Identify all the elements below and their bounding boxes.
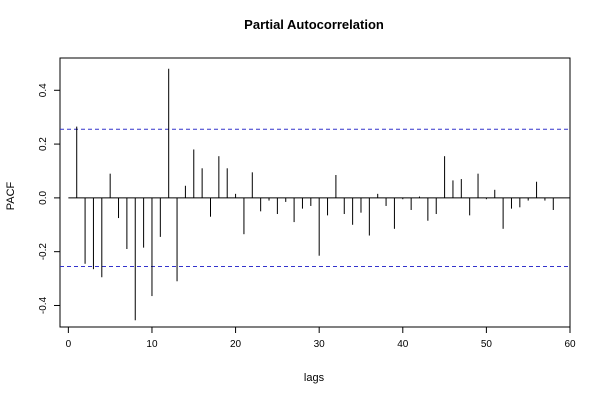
x-tick-label-0: 0 [66,339,72,350]
x-tick-label-50: 50 [481,339,493,350]
x-tick-label-40: 40 [397,339,409,350]
y-tick-label-2: 0.0 [38,190,49,204]
x-axis-label: lags [304,372,325,384]
y-tick-label-0: -0.4 [38,296,49,314]
plot-frame [59,57,571,328]
chart-title: Partial Autocorrelation [244,17,384,32]
y-tick-label-4: 0.4 [38,83,49,97]
y-tick-label-1: -0.2 [38,243,49,261]
x-tick-label-60: 60 [564,339,576,350]
y-axis-label: PACF [5,181,17,210]
x-tick-label-10: 10 [146,339,158,350]
x-tick-label-20: 20 [230,339,242,350]
plot-area: 0 10 20 30 40 50 60 -0.4 -0.2 0.0 0.2 0.4 [38,57,576,350]
x-tick-label-30: 30 [314,339,326,350]
y-tick-label-3: 0.2 [38,137,49,151]
